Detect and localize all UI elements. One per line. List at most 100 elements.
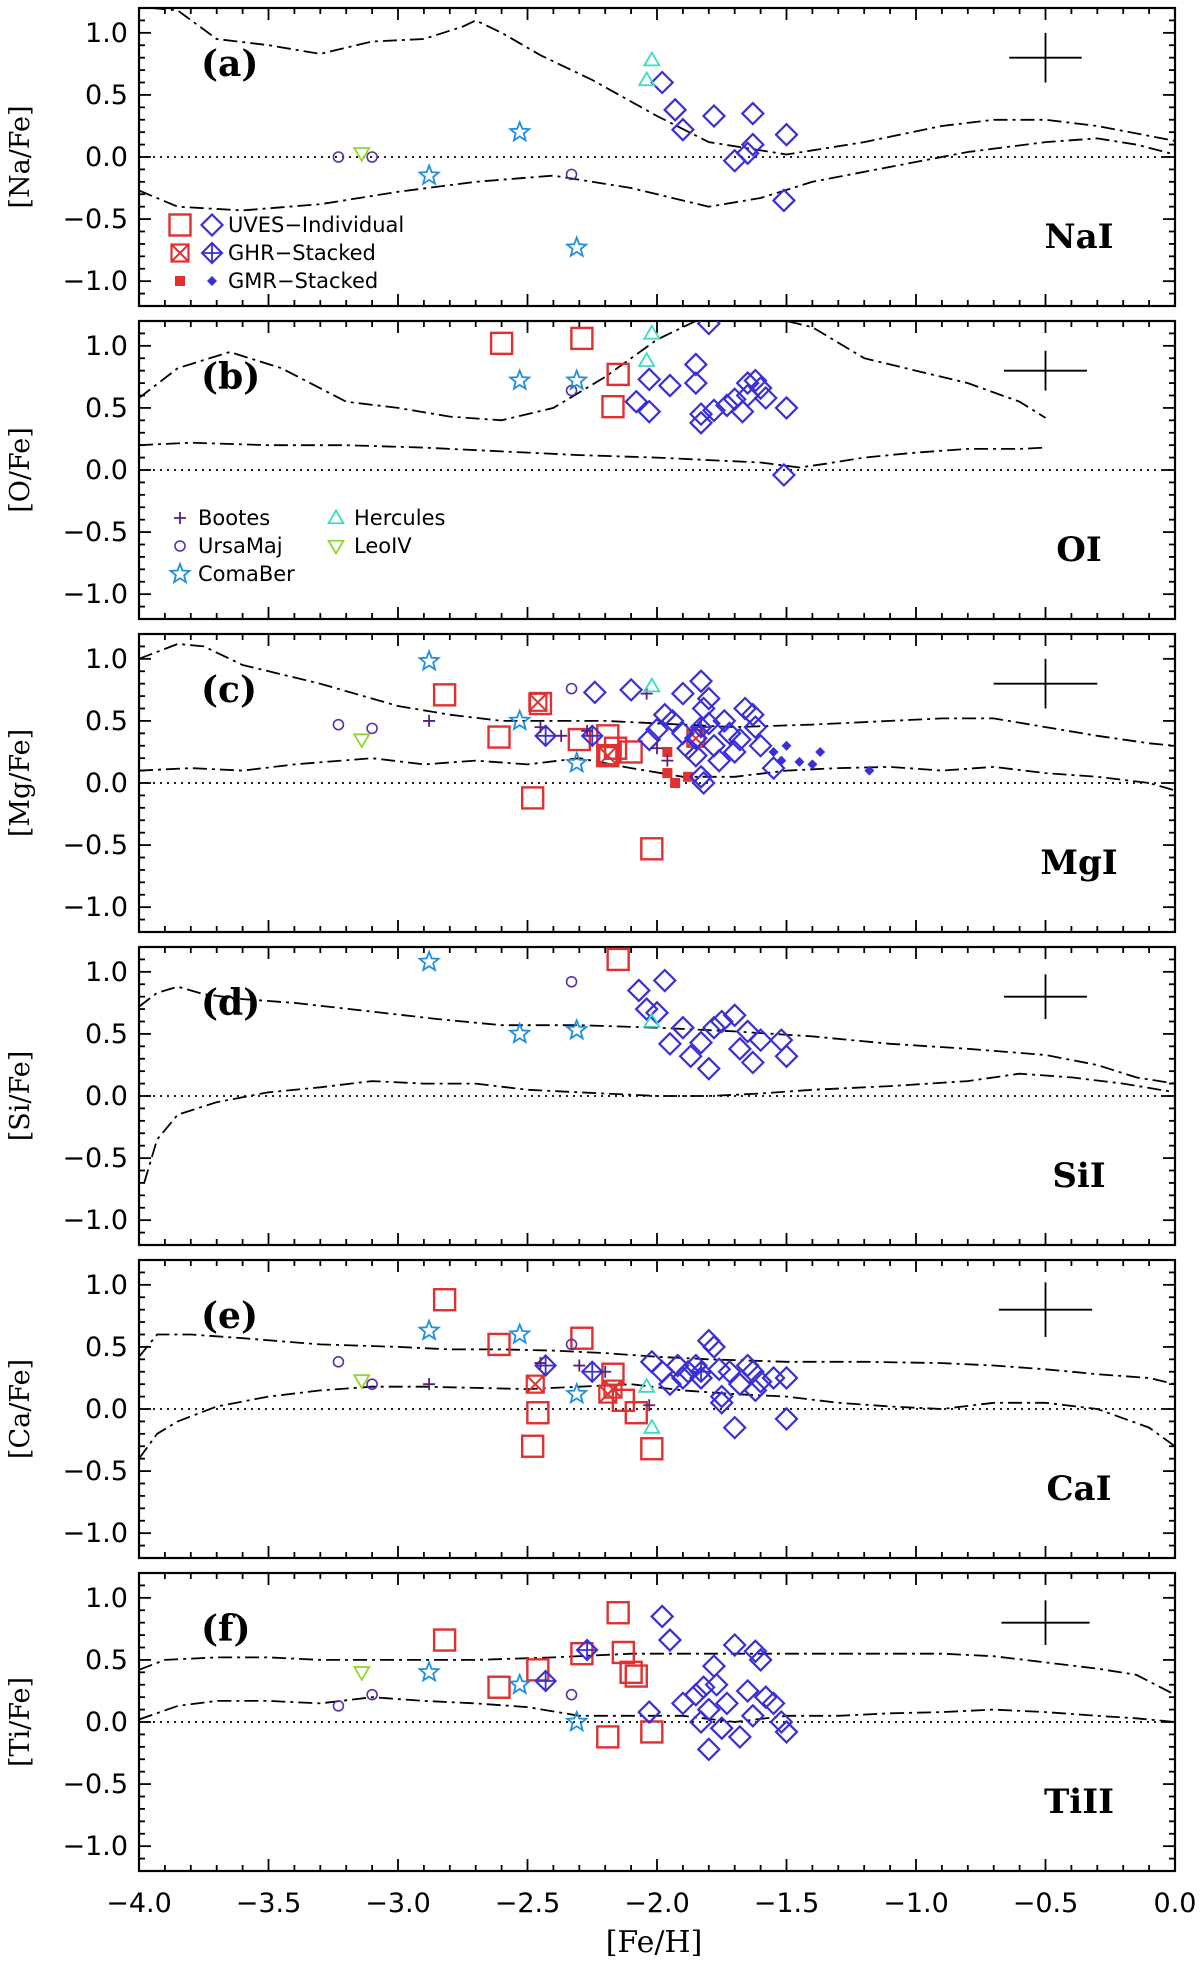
diamond-shape [534,724,558,748]
plus-shape [643,1399,656,1412]
data-point [564,1709,589,1733]
series-diamond [637,1604,799,1762]
data-point [332,151,345,163]
diamond-shape [769,1709,794,1735]
data-point [776,755,787,766]
square-shape [432,1628,457,1652]
triangle-down-shape [352,1374,371,1390]
data-point [722,1003,747,1028]
data-points [332,1288,799,1461]
diamond-shape [657,1627,683,1653]
data-points [332,1601,799,1762]
y-axis-label: [Si/Fe] [5,1051,36,1142]
series-circle [332,151,578,181]
plus-shape [640,687,653,700]
cross-shape [603,1379,623,1399]
series-xdiamond [534,715,713,748]
legend-label: Bootes [198,506,270,530]
square-shape [624,1664,648,1688]
data-point [701,1654,727,1679]
data-point [534,1669,558,1693]
series-star [417,1659,589,1733]
data-point [580,724,604,748]
data-point [709,1716,734,1741]
y-tick-label: −1.0 [62,579,128,610]
diamond-shape [717,721,742,746]
data-point [774,395,799,420]
diamond-shape [722,148,747,173]
y-tick-label: −0.5 [62,1769,128,1800]
star-shape [507,1322,532,1345]
data-point [417,163,441,186]
x-axis-label: [Fe/H] [606,1925,703,1960]
cross-shape [526,1374,545,1394]
data-point [564,368,589,391]
y-axis-label: [Ca/Fe] [5,1359,36,1459]
series-circle [332,682,578,735]
diamond-shape [781,740,792,751]
star-shape [507,119,532,143]
diamond-shape [691,1675,716,1700]
diamond-shape [619,677,644,702]
envelope-group [139,985,1175,1184]
species-label: TiII [1044,1782,1114,1822]
series-tri [642,1012,661,1028]
data-point [743,715,768,740]
data-point [748,1369,773,1394]
series-dtri [352,1666,371,1682]
data-point [864,765,875,776]
y-tick-label: 1.0 [85,644,128,675]
star-shape [507,1672,532,1695]
panel-label: (b) [201,356,260,398]
data-point [807,759,818,770]
data-point [619,740,643,764]
series-star [417,648,589,774]
square-shape [570,1326,594,1350]
square-shape [596,1725,620,1749]
square-shape [598,746,618,766]
y-tick-label: 0.0 [85,455,128,486]
data-point [507,368,532,391]
panel-d: −1.0 −0.5 0.0 0.5 1.0 [Si/Fe] (d) SiI [5,945,1177,1247]
species-label: CaI [1047,1469,1112,1509]
triangle-shape [642,1012,661,1028]
data-points [417,947,799,1081]
data-point [707,1357,732,1382]
data-point [432,1288,457,1312]
y-tick-label: 0.0 [85,1707,128,1738]
data-point [565,682,578,695]
data-point [774,1719,799,1744]
legend-label: UrsaMaj [198,534,283,558]
data-point [487,1675,511,1699]
envelope-lower-line [139,1383,1175,1460]
series-circle [332,1688,578,1712]
diamond-shape [704,1672,729,1697]
data-point [580,1360,604,1384]
diamond-shape [660,708,685,733]
envelope-group [139,321,1046,469]
diamond-shape [733,696,758,721]
panel-label: (f) [201,1608,251,1650]
panel-c: −1.0 −0.5 0.0 0.5 1.0 [Mg/Fe] (c) MgI [5,632,1177,934]
error-bar [1001,1600,1090,1646]
legend-label: GMR−Stacked [228,269,378,293]
data-point [740,1050,765,1075]
data-points [489,321,799,488]
panel-a: −1.0 −0.5 0.0 0.5 1.0 [Na/Fe] (a) NaI UVES−Indiv… [5,6,1177,308]
x-tick-label: 0.0 [1154,1888,1197,1919]
cross-shape [535,1671,556,1692]
data-point [534,724,558,748]
star-shape [417,1659,441,1683]
series-diamond [582,669,786,796]
data-point [683,352,708,377]
cross-shape [170,243,190,263]
data-point [707,748,732,773]
star-shape [564,1709,589,1733]
diamond-shape [743,1639,768,1664]
y-tick-label: 0.5 [85,1019,128,1050]
data-point [366,1378,378,1390]
circle-shape [366,1688,378,1701]
y-tick-label: −1.0 [62,892,128,923]
data-point [663,97,688,122]
data-point [520,786,545,810]
